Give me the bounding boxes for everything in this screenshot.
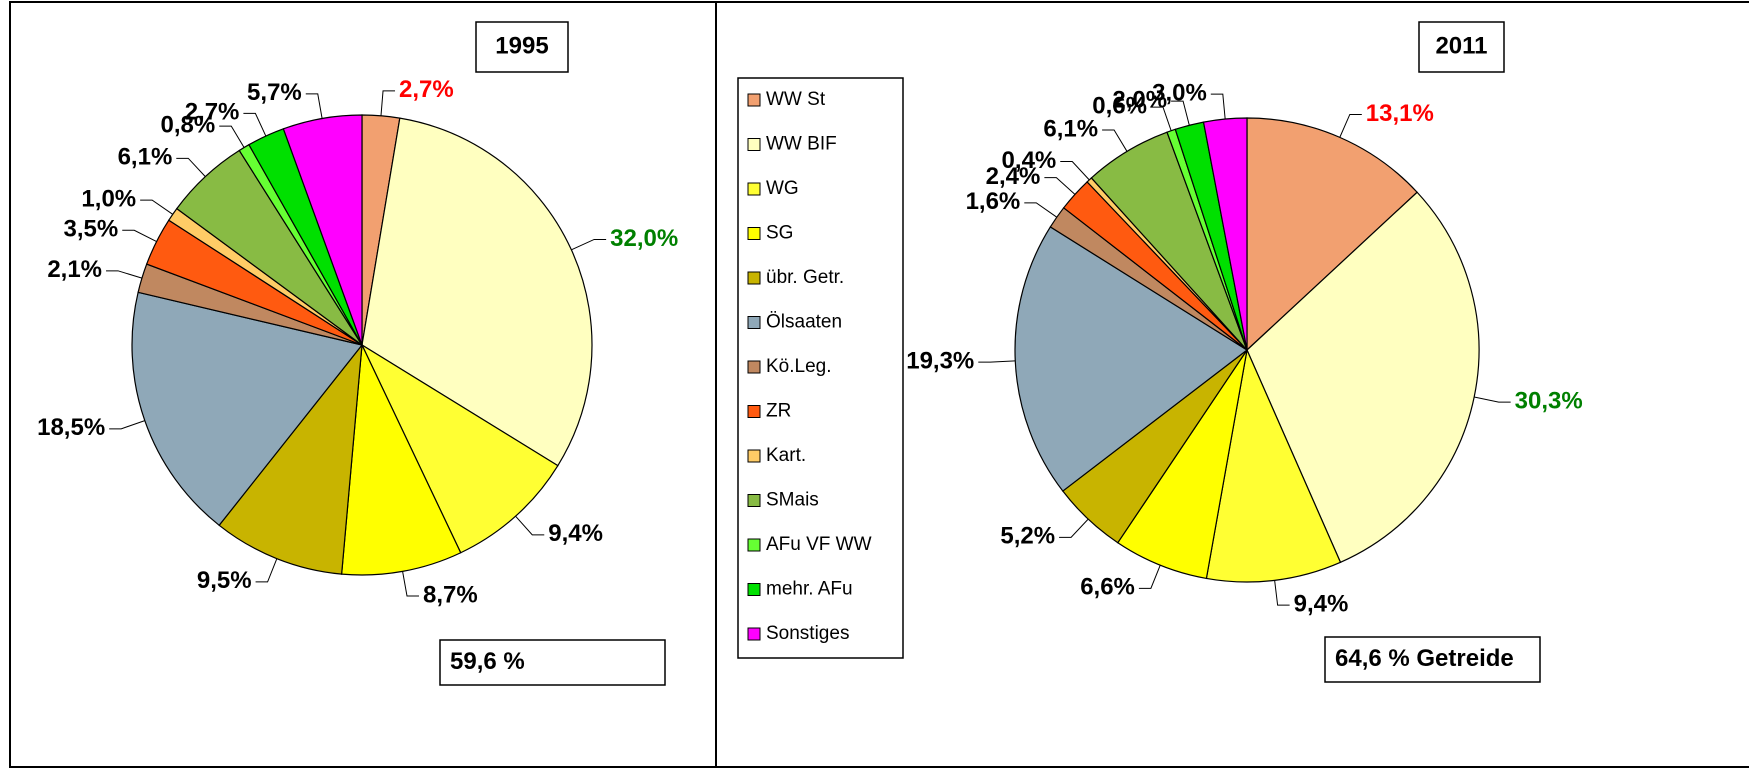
legend-label: übr. Getr. bbox=[766, 267, 844, 288]
data-label: 0,8% bbox=[161, 111, 216, 138]
title-box bbox=[475, 21, 569, 73]
chart-title: 2011 bbox=[1435, 32, 1487, 59]
legend-swatch bbox=[747, 405, 761, 418]
title-box bbox=[1418, 21, 1505, 73]
data-label: 2,7% bbox=[185, 99, 240, 126]
data-label: 9,4% bbox=[548, 520, 603, 547]
legend-swatch bbox=[747, 138, 761, 151]
legend-label: mehr. AFu bbox=[766, 579, 853, 600]
leader-line bbox=[380, 90, 396, 116]
legend-label: Ölsaaten bbox=[766, 312, 842, 333]
chart-title: 1995 bbox=[495, 32, 548, 59]
legend-label: ZR bbox=[766, 401, 791, 422]
legend-label: AFu VF WW bbox=[766, 534, 872, 555]
leader-line bbox=[219, 125, 245, 148]
legend-swatch bbox=[747, 227, 761, 240]
leader-line bbox=[1102, 129, 1128, 152]
data-label: 5,2% bbox=[1000, 523, 1055, 550]
legend-label: WG bbox=[766, 178, 799, 199]
leader-line bbox=[122, 229, 157, 243]
data-label: 0,4% bbox=[1002, 147, 1057, 174]
legend-swatch bbox=[747, 271, 761, 285]
data-label: 0,6% bbox=[1092, 92, 1147, 119]
legend-label: SG bbox=[766, 223, 793, 244]
leader-line bbox=[1024, 202, 1058, 218]
leader-line bbox=[515, 515, 545, 536]
data-label: 13,1% bbox=[1366, 100, 1434, 127]
leader-line bbox=[109, 420, 145, 430]
legend-swatch bbox=[747, 538, 761, 552]
leader-line bbox=[1044, 177, 1076, 195]
data-label: 6,1% bbox=[118, 144, 173, 171]
legend-swatch bbox=[747, 182, 761, 196]
legend-swatch bbox=[747, 627, 761, 641]
leader-line bbox=[1059, 518, 1089, 538]
data-label: 32,0% bbox=[610, 225, 678, 252]
data-label: 9,5% bbox=[197, 567, 252, 594]
pie-slice bbox=[218, 343, 363, 575]
annotation: 59,6 % bbox=[450, 648, 525, 675]
data-label: 6,6% bbox=[1080, 574, 1135, 601]
data-label: 8,7% bbox=[423, 581, 478, 608]
leader-line bbox=[571, 238, 607, 251]
leader-line bbox=[1138, 564, 1161, 589]
data-label: 9,4% bbox=[1294, 591, 1349, 618]
legend-label: Sonstiges bbox=[766, 623, 849, 644]
legend-label: WW St bbox=[766, 89, 826, 110]
data-label: 1,6% bbox=[966, 188, 1021, 215]
pie-slice bbox=[360, 343, 559, 554]
data-label: 30,3% bbox=[1515, 387, 1583, 414]
leader-line bbox=[255, 558, 278, 583]
legend-swatch bbox=[747, 93, 761, 107]
legend-swatch bbox=[747, 360, 761, 374]
legend-swatch bbox=[747, 449, 761, 463]
data-label: 3,0% bbox=[1152, 79, 1207, 106]
leader-line bbox=[1274, 580, 1290, 606]
leader-line bbox=[140, 199, 173, 215]
annotation-box bbox=[1324, 636, 1541, 683]
data-label: 2,4% bbox=[986, 163, 1041, 190]
leader-line bbox=[176, 157, 206, 177]
pie-slice bbox=[131, 291, 364, 527]
leader-line bbox=[243, 112, 267, 137]
leader-line bbox=[1339, 113, 1362, 138]
leader-line bbox=[1150, 106, 1172, 131]
legend-label: SMais bbox=[766, 490, 819, 511]
data-label: 3,5% bbox=[64, 216, 119, 243]
data-label: 5,7% bbox=[247, 79, 302, 106]
data-label: 2,1% bbox=[47, 256, 102, 283]
leader-line bbox=[402, 571, 420, 597]
pie-slice bbox=[1205, 347, 1342, 583]
data-label: 2,7% bbox=[399, 76, 454, 103]
data-label: 1,0% bbox=[81, 185, 136, 212]
pie-slice bbox=[282, 114, 363, 346]
legend-label: Kö.Leg. bbox=[766, 356, 832, 377]
data-label: 19,3% bbox=[906, 347, 974, 374]
pie-slice bbox=[361, 117, 593, 467]
legend-label: Kart. bbox=[766, 445, 806, 466]
annotation: 64,6 % Getreide bbox=[1335, 645, 1514, 672]
leader-line bbox=[1210, 93, 1226, 120]
pie-slice bbox=[1014, 226, 1249, 492]
data-label: 2,0% bbox=[1112, 86, 1167, 113]
data-label: 6,1% bbox=[1043, 115, 1098, 142]
annotation-box bbox=[439, 639, 666, 686]
leader-line bbox=[305, 93, 323, 119]
legend-box bbox=[737, 77, 904, 659]
data-label: 18,5% bbox=[37, 414, 105, 441]
pie-slice bbox=[1202, 117, 1248, 351]
legend-swatch bbox=[747, 583, 761, 596]
leader-line bbox=[106, 270, 143, 279]
legend-swatch bbox=[747, 494, 761, 507]
leader-line bbox=[978, 360, 1016, 363]
legend-label: WW BIF bbox=[766, 134, 837, 155]
pie-slice bbox=[1246, 191, 1480, 564]
leader-line bbox=[1060, 161, 1090, 181]
leader-line bbox=[1171, 100, 1190, 126]
legend-swatch bbox=[747, 316, 761, 329]
leader-line bbox=[1474, 396, 1511, 403]
